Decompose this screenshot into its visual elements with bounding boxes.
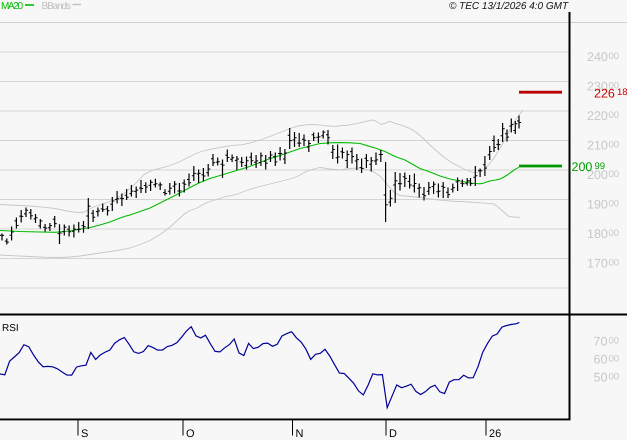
svg-text:00: 00 xyxy=(609,169,620,180)
svg-text:190: 190 xyxy=(587,198,608,212)
svg-text:N: N xyxy=(296,428,304,440)
svg-text:99: 99 xyxy=(595,161,606,172)
svg-text:RSI: RSI xyxy=(2,323,19,334)
svg-text:BBands: BBands xyxy=(42,1,72,12)
svg-text:S: S xyxy=(81,428,88,440)
svg-text:00: 00 xyxy=(609,353,620,364)
svg-text:00: 00 xyxy=(609,199,620,210)
svg-text:00: 00 xyxy=(609,371,620,382)
svg-text:00: 00 xyxy=(609,140,620,151)
svg-text:00: 00 xyxy=(609,51,620,62)
svg-text:© TEC 13/1/2026 4:0 GMT: © TEC 13/1/2026 4:0 GMT xyxy=(449,1,569,12)
svg-text:220: 220 xyxy=(587,109,608,123)
svg-text:226: 226 xyxy=(594,86,615,100)
svg-text:00: 00 xyxy=(609,258,620,269)
svg-text:00: 00 xyxy=(609,228,620,239)
svg-text:210: 210 xyxy=(587,139,608,153)
svg-text:230: 230 xyxy=(587,80,608,94)
svg-text:60: 60 xyxy=(594,353,608,367)
svg-text:O: O xyxy=(186,428,195,440)
svg-text:00: 00 xyxy=(609,336,620,347)
svg-text:MA20: MA20 xyxy=(1,1,23,12)
svg-text:50: 50 xyxy=(594,371,608,385)
svg-text:18: 18 xyxy=(617,87,627,98)
svg-text:26: 26 xyxy=(489,428,501,440)
svg-text:D: D xyxy=(389,428,397,440)
svg-text:70: 70 xyxy=(594,335,608,349)
svg-text:00: 00 xyxy=(609,110,620,121)
svg-text:170: 170 xyxy=(587,257,608,271)
svg-text:240: 240 xyxy=(587,50,608,64)
svg-text:180: 180 xyxy=(587,227,608,241)
svg-text:200: 200 xyxy=(587,168,608,182)
svg-text:200: 200 xyxy=(572,160,593,174)
svg-text:00: 00 xyxy=(609,81,620,92)
